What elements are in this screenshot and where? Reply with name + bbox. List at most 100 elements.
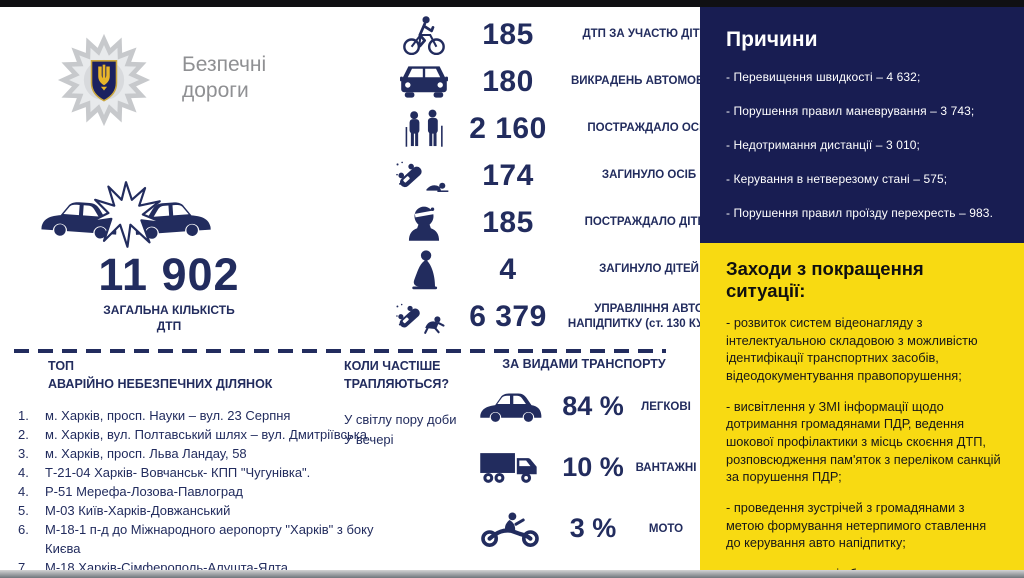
stat-value: 180 xyxy=(482,64,534,98)
stat-label: ЗАГИНУЛО ДІТЕЙ xyxy=(599,263,699,276)
stats-column: 185 ДТП ЗА УЧАСТЮ ДІТЕЙ 180 ВИКРАДЕНЬ АВ… xyxy=(392,11,738,340)
stat-label: УПРАВЛІННЯ АВТО НАПІДПИТКУ (ст. 130 КУпА… xyxy=(567,303,731,330)
when-item: У світлу пору доби xyxy=(344,412,457,427)
dashed-divider xyxy=(14,349,666,353)
cause-item: - Недотримання дистанції – 3 010; xyxy=(726,138,920,152)
stat-label: ЗАГИНУЛО ОСІБ xyxy=(601,169,697,182)
stat-label: ДТП ЗА УЧАСТЮ ДІТЕЙ xyxy=(582,28,716,41)
car-front-icon xyxy=(392,65,456,99)
total-label-line1: ЗАГАЛЬНА КІЛЬКІСТЬ xyxy=(103,303,235,317)
total-accidents-value: 11 902 xyxy=(98,249,240,300)
stat-row-injured-children: 185 ПОСТРАЖДАЛО ДІТЕЙ xyxy=(392,199,738,246)
page-title-line2: дороги xyxy=(182,79,249,103)
page-title: Безпечні дороги xyxy=(182,52,266,105)
stat-row-injured-persons: 2 160 ПОСТРАЖДАЛО ОСІБ xyxy=(392,105,738,152)
stat-row-car-thefts: 180 ВИКРАДЕНЬ АВТОМОБІЛІВ xyxy=(392,58,738,105)
bottom-edge-bar xyxy=(0,570,1024,578)
list-item-num: 4. xyxy=(18,484,29,499)
transport-row-motorcycles: 3 % МОТО xyxy=(468,501,700,557)
list-item-num: 4. xyxy=(18,465,29,480)
measure-item: - проведення зустрічей з громадянами з м… xyxy=(726,499,987,551)
cause-item: - Керування в нетверезому стані – 575; xyxy=(726,172,948,186)
when-items: У світлу пору доби У вечері xyxy=(344,410,494,450)
transport-value: 10 % xyxy=(562,452,624,482)
stat-value: 185 xyxy=(482,17,534,51)
stat-row-deaths: 174 ЗАГИНУЛО ОСІБ xyxy=(392,152,738,199)
stat-row-children-deaths: 4 ЗАГИНУЛО ДІТЕЙ xyxy=(392,246,738,293)
list-item: 4. Р-51 Мерефа-Лозова-Павлоград xyxy=(18,482,410,501)
list-item: 1. м. Харків, просп. Науки – вул. 23 Серп… xyxy=(18,406,410,425)
list-item: 2. м. Харків, вул. Полтавський шлях – вул… xyxy=(18,425,410,444)
header: Безпечні дороги xyxy=(56,30,266,130)
list-item-text: м. Харків, просп. Науки – вул. 23 Серпня xyxy=(45,408,291,423)
transport-label: ЛЕГКОВІ xyxy=(641,400,691,413)
when-title-line2: ТРАПЛЯЮТЬСЯ? xyxy=(344,376,450,391)
top-edge-bar xyxy=(0,0,1024,7)
total-accidents-label: ЗАГАЛЬНА КІЛЬКІСТЬ ДТП xyxy=(38,303,300,334)
cause-item: - Перевищення швидкості – 4 632; xyxy=(726,70,921,84)
truck-icon xyxy=(468,450,552,486)
list-item-num: 1. xyxy=(18,408,29,423)
bandaged-head-icon xyxy=(392,204,456,242)
cause-item: - Порушення правил проїзду перехресть – … xyxy=(726,206,994,220)
measure-item: - проведення тижнів безпеки дорожнього р… xyxy=(726,565,1004,570)
list-item-text: Т-21-04 Харків- Вовчанськ- КПП "Чугунівк… xyxy=(45,465,311,480)
when-title-line1: КОЛИ ЧАСТІШЕ xyxy=(344,359,441,373)
transport-title: ЗА ВИДАМИ ТРАНСПОРТУ xyxy=(502,357,666,371)
causes-panel: Причини - Перевищення швидкості – 4 632;… xyxy=(700,0,1024,243)
list-item-num: 6. xyxy=(18,522,29,537)
list-item: 3. м. Харків, просп. Льва Ландау, 58 xyxy=(18,444,410,463)
overturned-car-icon xyxy=(392,156,456,196)
when-item: У вечері xyxy=(344,432,394,447)
transport-label: ВАНТАЖНІ xyxy=(635,461,697,474)
list-item-text: м. Харків, просп. Льва Ландау, 58 xyxy=(45,446,247,461)
total-accidents-block: 11 902 ЗАГАЛЬНА КІЛЬКІСТЬ ДТП xyxy=(38,176,300,334)
list-item: 6. М-18-1 п-д до Міжнародного аеропорту "… xyxy=(18,520,410,558)
transport-label: МОТО xyxy=(648,522,684,535)
list-item-text: Р-51 Мерефа-Лозова-Павлоград xyxy=(45,484,243,499)
police-logo-icon xyxy=(57,33,151,127)
measures-panel: Заходи з покращення ситуації: - розвиток… xyxy=(700,243,1024,570)
list-item: 4. Т-21-04 Харків- Вовчанськ- КПП "Чугуні… xyxy=(18,463,410,482)
top-dangerous-sections: ТОП АВАРІЙНО НЕБЕЗПЕЧНИХ ДІЛЯНОК 1. м. Ха… xyxy=(18,358,410,577)
top-sections-title-line2: АВАРІЙНО НЕБЕЗПЕЧНИХ ДІЛЯНОК xyxy=(48,376,273,391)
mourning-figure-icon xyxy=(392,249,456,290)
list-item-text: м. Харків, вул. Полтавський шлях – вул. … xyxy=(45,427,367,442)
stat-value: 2 160 xyxy=(469,111,547,145)
when-title: КОЛИ ЧАСТІШЕ ТРАПЛЯЮТЬСЯ? xyxy=(344,358,494,393)
measure-item: - розвиток систем відеонагляду з інтелек… xyxy=(726,315,978,383)
stat-row-drunk-driving: 6 379 УПРАВЛІННЯ АВТО НАПІДПИТКУ (ст. 13… xyxy=(392,293,738,340)
when-section: КОЛИ ЧАСТІШЕ ТРАПЛЯЮТЬСЯ? У світлу пору … xyxy=(344,358,494,450)
cyclist-icon xyxy=(392,15,456,55)
causes-title: Причини xyxy=(726,28,818,51)
stat-row-children-accidents: 185 ДТП ЗА УЧАСТЮ ДІТЕЙ xyxy=(392,11,738,58)
list-item-text: М-18-1 п-д до Міжнародного аеропорту "Ха… xyxy=(45,522,374,556)
car-crash-icon xyxy=(41,181,212,248)
page-title-line1: Безпечні xyxy=(182,53,267,76)
measure-item: - висвітлення у ЗМІ інформації щодо дотр… xyxy=(726,398,1001,485)
stat-value: 174 xyxy=(482,158,534,192)
car-side-icon xyxy=(468,391,552,423)
stat-value: 185 xyxy=(482,205,534,239)
injured-people-icon xyxy=(392,109,456,149)
transport-row-cars: 84 % ЛЕГКОВІ xyxy=(468,379,700,435)
stat-label: ПОСТРАЖДАЛО ОСІБ xyxy=(587,122,711,135)
roads-list: 1. м. Харків, просп. Науки – вул. 23 Серп… xyxy=(18,406,410,577)
stat-label: ПОСТРАЖДАЛО ДІТЕЙ xyxy=(584,216,714,229)
drunk-driving-crash-icon xyxy=(392,297,456,337)
list-item-num: 2. xyxy=(18,427,29,442)
stat-value: 6 379 xyxy=(469,299,547,333)
top-sections-title: ТОП АВАРІЙНО НЕБЕЗПЕЧНИХ ДІЛЯНОК xyxy=(48,358,410,393)
cause-item: - Порушення правил маневрування – 3 743; xyxy=(726,104,975,118)
list-item-num: 5. xyxy=(18,503,29,518)
total-label-line2: ДТП xyxy=(156,318,182,333)
transport-row-trucks: 10 % ВАНТАЖНІ xyxy=(468,440,700,496)
list-item-text: М-03 Київ-Харків-Довжанський xyxy=(45,503,231,518)
stat-value: 4 xyxy=(499,252,517,286)
transport-value: 3 % xyxy=(569,513,617,543)
top-sections-title-line1: ТОП xyxy=(48,359,75,373)
list-item-num: 7. xyxy=(18,560,29,575)
stat-label: ВИКРАДЕНЬ АВТОМОБІЛІВ xyxy=(570,75,728,88)
transport-section: ЗА ВИДАМИ ТРАНСПОРТУ 84 % ЛЕГКОВІ 10 % В… xyxy=(468,356,700,557)
motorcycle-icon xyxy=(468,510,552,548)
